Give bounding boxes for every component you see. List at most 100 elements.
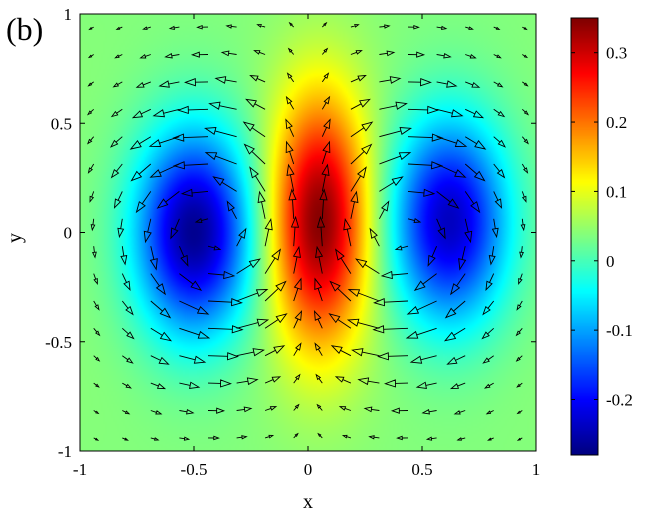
x-tick-label: 1: [532, 460, 541, 479]
velocity-arrow: [87, 136, 95, 145]
velocity-arrow: [413, 273, 437, 292]
velocity-arrow: [357, 377, 380, 386]
velocity-arrow: [522, 81, 529, 87]
velocity-arrow: [314, 342, 323, 356]
velocity-arrow: [515, 355, 523, 362]
velocity-arrow: [493, 81, 504, 88]
velocity-arrow: [256, 24, 266, 28]
velocity-arrow: [135, 81, 151, 88]
velocity-arrow: [87, 54, 94, 59]
velocity-arrow: [122, 437, 129, 441]
velocity-arrow: [184, 78, 209, 87]
velocity-arrow: [179, 381, 201, 390]
velocity-arrow: [288, 21, 295, 28]
velocity-arrow: [436, 136, 468, 147]
velocity-arrow: [122, 382, 132, 389]
velocity-arrow: [516, 437, 523, 441]
velocity-arrow: [86, 108, 95, 116]
velocity-arrow: [493, 136, 507, 148]
x-tick-label: 0: [304, 460, 313, 479]
colorbar-tick-label: -0.2: [606, 391, 633, 410]
velocity-arrow: [236, 227, 247, 247]
velocity-arrow: [264, 248, 282, 274]
velocity-arrow: [436, 80, 458, 88]
velocity-arrow: [135, 191, 152, 214]
velocity-arrow: [407, 51, 426, 58]
velocity-arrow: [484, 382, 494, 389]
velocity-arrow: [179, 327, 211, 339]
velocity-arrow: [317, 432, 323, 439]
x-tick-label: -1: [73, 460, 87, 479]
velocity-arrow: [321, 140, 331, 165]
velocity-arrow: [491, 218, 499, 239]
velocity-arrow: [172, 133, 209, 142]
velocity-arrow: [245, 98, 266, 110]
velocity-arrow: [328, 313, 352, 329]
velocity-arrow: [481, 327, 495, 340]
velocity-arrow: [488, 246, 496, 266]
velocity-arrow: [436, 108, 464, 118]
velocity-arrow: [290, 215, 300, 247]
velocity-arrow: [286, 163, 295, 192]
velocity-arrow: [443, 327, 466, 342]
velocity-arrow: [264, 345, 286, 357]
velocity-arrow: [521, 108, 530, 116]
velocity-arrow: [93, 355, 101, 362]
velocity-arrow: [152, 108, 180, 118]
velocity-arrow: [394, 245, 409, 251]
velocity-arrow: [350, 24, 360, 28]
velocity-arrow: [150, 327, 173, 342]
velocity-arrow: [313, 310, 323, 329]
velocity-arrow: [487, 437, 494, 441]
velocity-arrow: [196, 24, 209, 30]
velocity-arrow: [330, 345, 352, 357]
velocity-arrow: [329, 280, 352, 302]
velocity-arrow: [115, 26, 123, 30]
velocity-arrow: [464, 163, 486, 182]
velocity-arrow: [264, 217, 273, 247]
velocity-arrow: [409, 355, 437, 364]
velocity-arrow: [293, 342, 302, 356]
velocity-arrow: [407, 188, 436, 197]
velocity-arrow: [264, 434, 275, 439]
velocity-arrow: [149, 246, 158, 271]
velocity-arrow: [436, 25, 448, 30]
velocity-arrow: [350, 121, 374, 138]
velocity-arrow: [194, 217, 209, 224]
velocity-arrow: [363, 406, 380, 413]
velocity-arrow: [493, 108, 506, 118]
velocity-arrow: [379, 200, 390, 220]
velocity-arrow: [220, 50, 237, 57]
velocity-arrow: [522, 54, 529, 59]
velocity-arrow: [121, 273, 131, 292]
velocity-arrow: [113, 191, 123, 209]
velocity-arrow: [396, 435, 409, 441]
y-axis-ticks: 1 0.5 0 -0.5 -1: [45, 5, 536, 461]
velocity-arrow: [150, 437, 160, 441]
velocity-arrow: [346, 318, 380, 329]
velocity-arrow: [225, 24, 237, 29]
velocity-arrow: [350, 143, 373, 165]
velocity-arrow: [415, 381, 437, 390]
y-tick-label: 0: [64, 224, 73, 243]
velocity-arrow: [407, 133, 444, 142]
velocity-arrow: [380, 270, 409, 280]
velocity-arrow: [446, 355, 466, 365]
velocity-arrow: [350, 190, 359, 219]
velocity-arrow: [285, 118, 295, 137]
velocity-arrow: [341, 434, 352, 439]
x-axis-ticks: -1 -0.5 0 0.5 1: [73, 14, 540, 479]
velocity-arrow: [436, 191, 460, 209]
velocity-arrow: [521, 136, 529, 145]
velocity-arrow: [334, 376, 352, 384]
velocity-arrow: [321, 72, 330, 83]
scalar-field: [80, 14, 536, 451]
velocity-arrow: [180, 188, 209, 197]
velocity-arrow: [379, 127, 413, 138]
velocity-arrow: [139, 53, 151, 59]
velocity-arrow: [436, 53, 452, 59]
velocity-arrow: [249, 74, 266, 83]
velocity-arrow: [407, 105, 440, 115]
colorbar-ticks: 0.3 0.2 0.1 0 -0.1 -0.2: [571, 44, 633, 410]
